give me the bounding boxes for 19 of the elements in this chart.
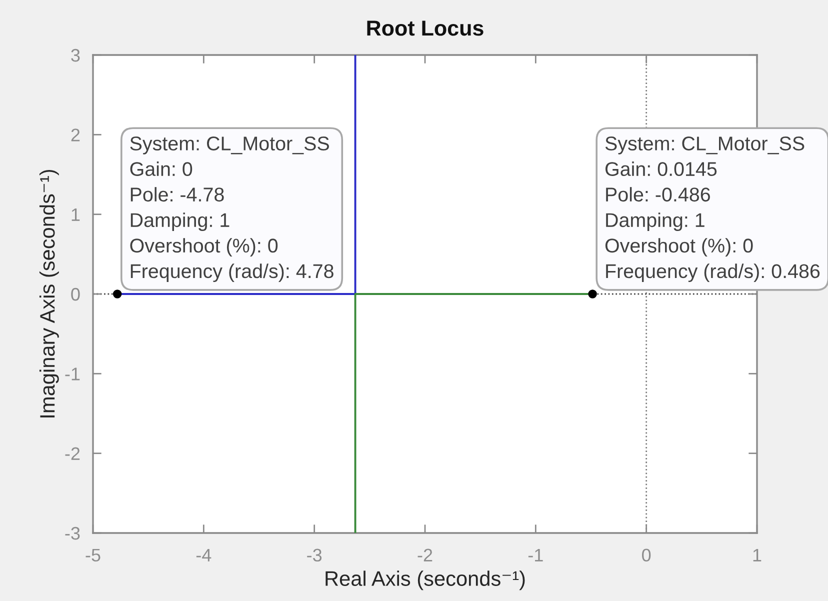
x-tick-label: -3 <box>307 548 322 562</box>
y-tick-label: -2 <box>65 447 80 460</box>
y-tick-label: 0 <box>71 288 80 301</box>
annotation: System: CL_Motor_SS Gain: 0 Pole: -4.78 Damping: 1 Overshoot (%): 0 Frequency (rad/s): 4.78 <box>130 136 334 282</box>
x-tick-label: -4 <box>196 548 212 562</box>
x-tick-label: -1 <box>528 548 543 562</box>
x-axis-title: Real Axis (seconds⁻¹) <box>326 570 525 590</box>
x-tick-label: -5 <box>86 548 100 562</box>
x-tick-label: -2 <box>418 548 432 562</box>
y-tick-label: 3 <box>71 48 80 62</box>
y-tick-label: 2 <box>71 128 80 142</box>
chart-title: Root Locus <box>367 20 484 36</box>
x-tick-label: 0 <box>642 548 651 562</box>
annotation: System: CL_Motor_SS Gain: 0.0145 Pole: -0.486 Damping: 1 Overshoot (%): 0 Frequency (rad/s): 0.486 <box>605 136 820 282</box>
y-axis-title: Imaginary Axis (seconds⁻¹) <box>39 170 59 418</box>
x-tick-label: 1 <box>753 548 762 562</box>
y-tick-label: -3 <box>65 526 80 540</box>
y-tick-label: 1 <box>72 208 80 221</box>
y-tick-label: -1 <box>65 368 80 380</box>
